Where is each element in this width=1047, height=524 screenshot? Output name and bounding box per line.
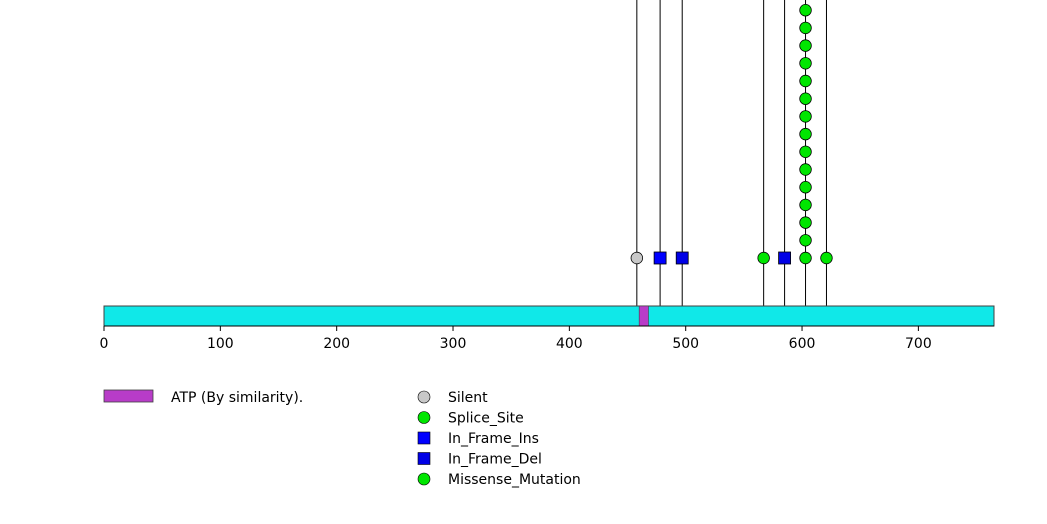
- x-tick-label: 700: [905, 336, 932, 352]
- mutation-head-in_frame_del: [778, 251, 791, 265]
- x-tick-label: 600: [789, 336, 816, 352]
- legend-circle-icon: [417, 472, 431, 486]
- x-tick-label: 100: [207, 336, 234, 352]
- mutation-type-legend: Silent Splice_Site In_Frame_Ins In_Frame_De…: [417, 390, 581, 488]
- legend-label: Splice_Site: [448, 411, 524, 427]
- legend-square-icon: [417, 452, 431, 465]
- mutation-head-missense_mutation: [799, 74, 812, 88]
- protein-backbone: [103, 305, 995, 327]
- legend-label: Silent: [448, 390, 488, 406]
- mutation-head-missense_mutation: [799, 251, 812, 265]
- mutation-head-missense_mutation: [799, 145, 812, 159]
- mutation-head-missense_mutation: [799, 92, 812, 105]
- x-tick-label: 0: [100, 336, 109, 352]
- x-axis: 0 100 200 300 400 500 600 700: [100, 325, 994, 352]
- mutation-head-missense_mutation: [799, 127, 812, 141]
- legend-label: Missense_Mutation: [448, 472, 581, 488]
- legend-label: In_Frame_Del: [448, 452, 542, 468]
- legend-label: In_Frame_Ins: [448, 431, 539, 447]
- mutation-head-missense_mutation: [799, 3, 812, 17]
- mutation-head-missense_mutation: [799, 198, 812, 212]
- mutation-heads: [630, 3, 833, 265]
- mutation-head-splice_site: [757, 251, 770, 265]
- legend-circle-icon: [417, 411, 431, 424]
- legend-circle-icon: [417, 390, 431, 404]
- x-tick-label: 200: [323, 336, 350, 352]
- domain-legend-swatch: [103, 389, 154, 403]
- mutation-head-in_frame_ins: [653, 251, 667, 265]
- mutation-head-in_frame_del: [675, 251, 689, 265]
- mutation-head-missense_mutation: [799, 234, 812, 247]
- mutation-head-missense_mutation: [799, 180, 812, 194]
- protein-backbone-group: [103, 305, 995, 327]
- x-tick-label: 300: [440, 336, 467, 352]
- mutation-head-missense_mutation: [799, 21, 812, 35]
- x-tick-label: 400: [556, 336, 583, 352]
- mutation-head-missense_mutation: [799, 216, 812, 229]
- mutation-head-missense_mutation: [799, 39, 812, 52]
- mutation-head-silent: [630, 251, 644, 265]
- mutation-head-missense_mutation: [820, 251, 833, 265]
- domain-legend-label: ATP (By similarity).: [171, 390, 303, 406]
- mutation-head-missense_mutation: [799, 163, 812, 176]
- domain-legend: ATP (By similarity).: [103, 389, 303, 406]
- mutation-stems: [636, 0, 827, 306]
- domain-region: [638, 305, 649, 327]
- x-tick-label: 500: [672, 336, 699, 352]
- mutation-head-missense_mutation: [799, 110, 812, 123]
- legend-square-icon: [417, 431, 431, 445]
- mutation-head-missense_mutation: [799, 57, 812, 70]
